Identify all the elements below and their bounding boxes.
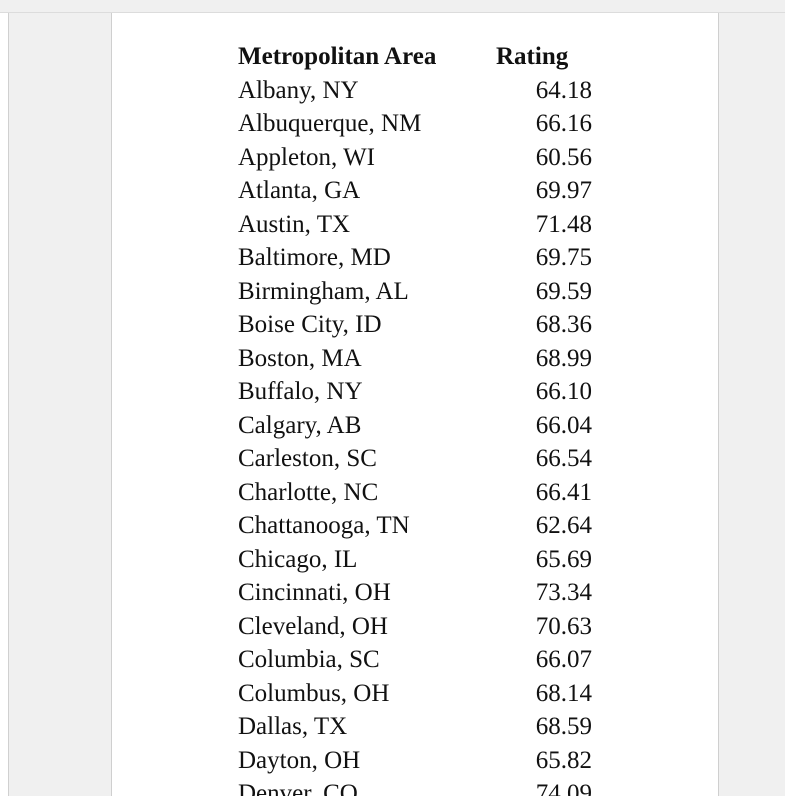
rating-cell: 66.04 [535, 411, 592, 439]
table-row: Calgary, AB 66.04 [238, 409, 592, 443]
rating-cell: 68.99 [535, 344, 592, 372]
rating-cell: 69.97 [535, 177, 592, 204]
rating-cell: 70.63 [535, 612, 592, 640]
metropolitan-area-cell: Baltimore, MD [238, 244, 391, 271]
metropolitan-area-cell: Charlotte, NC [238, 478, 379, 506]
toolbar-divider [0, 12, 785, 13]
ratings-table: Metropolitan Area Rating Albany, NY 64.18… [238, 40, 592, 796]
table-row: Chicago, IL 65.69 [238, 543, 592, 577]
metropolitan-area-cell: Columbia, SC [238, 646, 380, 673]
rating-cell: 69.59 [535, 277, 592, 305]
table-row: Dayton, OH 65.82 [238, 744, 592, 778]
metropolitan-area-cell: Denver, CO [238, 780, 358, 796]
rating-cell: 62.64 [535, 512, 592, 539]
metropolitan-area-cell: Birmingham, AL [238, 277, 409, 305]
rating-cell: 68.14 [535, 679, 592, 707]
metropolitan-area-cell: Chicago, IL [238, 545, 358, 573]
metropolitan-area-cell: Carleston, SC [238, 445, 377, 472]
table-row: Columbia, SC 66.07 [238, 643, 592, 677]
table-row: Albuquerque, NM 66.16 [238, 107, 592, 141]
metropolitan-area-cell: Cincinnati, OH [238, 579, 391, 606]
metropolitan-area-cell: Boston, MA [238, 344, 362, 372]
rating-cell: 73.34 [535, 579, 592, 606]
metropolitan-area-cell: Boise City, ID [238, 311, 382, 338]
table-body: Albany, NY 64.18 Albuquerque, NM 66.16 Apple… [238, 74, 592, 796]
table-row: Boise City, ID 68.36 [238, 308, 592, 342]
rating-cell: 66.54 [535, 445, 592, 472]
metropolitan-area-cell: Albuquerque, NM [238, 110, 422, 137]
table-row: Birmingham, AL 69.59 [238, 275, 592, 309]
rating-cell: 69.75 [535, 244, 592, 271]
rating-cell: 66.10 [535, 378, 592, 405]
navigation-pane-edge [0, 13, 9, 796]
table-row: Carleston, SC 66.54 [238, 442, 592, 476]
metropolitan-area-cell: Atlanta, GA [238, 177, 361, 204]
table-row: Cincinnati, OH 73.34 [238, 576, 592, 610]
metropolitan-area-cell: Dallas, TX [238, 713, 348, 740]
table-row: Chattanooga, TN 62.64 [238, 509, 592, 543]
header-metropolitan-area: Metropolitan Area [238, 43, 437, 70]
table-header-row: Metropolitan Area Rating [238, 40, 592, 74]
metropolitan-area-cell: Cleveland, OH [238, 612, 388, 640]
table-row: Austin, TX 71.48 [238, 208, 592, 242]
metropolitan-area-cell: Austin, TX [238, 210, 351, 238]
table-row: Baltimore, MD 69.75 [238, 241, 592, 275]
metropolitan-area-cell: Columbus, OH [238, 679, 390, 707]
rating-cell: 68.36 [535, 311, 592, 338]
table-row: Columbus, OH 68.14 [238, 677, 592, 711]
table-row: Charlotte, NC 66.41 [238, 476, 592, 510]
table-row: Denver, CO 74.09 [238, 777, 592, 796]
rating-cell: 74.09 [535, 780, 592, 796]
rating-cell: 65.69 [535, 545, 592, 573]
metropolitan-area-cell: Dayton, OH [238, 746, 361, 774]
table-row: Dallas, TX 68.59 [238, 710, 592, 744]
rating-cell: 65.82 [535, 746, 592, 774]
metropolitan-area-cell: Appleton, WI [238, 143, 376, 171]
rating-cell: 66.16 [535, 110, 592, 137]
table-row: Boston, MA 68.99 [238, 342, 592, 376]
header-rating: Rating [496, 43, 569, 70]
table-row: Buffalo, NY 66.10 [238, 375, 592, 409]
rating-cell: 60.56 [535, 143, 592, 171]
document-page: Metropolitan Area Rating Albany, NY 64.18… [111, 13, 719, 796]
table-row: Cleveland, OH 70.63 [238, 610, 592, 644]
rating-cell: 66.41 [535, 478, 592, 506]
rating-cell: 71.48 [535, 210, 592, 238]
table-row: Atlanta, GA 69.97 [238, 174, 592, 208]
metropolitan-area-cell: Albany, NY [238, 76, 359, 104]
table-row: Albany, NY 64.18 [238, 74, 592, 108]
rating-cell: 64.18 [535, 76, 592, 104]
rating-cell: 68.59 [535, 713, 592, 740]
table-row: Appleton, WI 60.56 [238, 141, 592, 175]
metropolitan-area-cell: Buffalo, NY [238, 378, 363, 405]
rating-cell: 66.07 [535, 646, 592, 673]
metropolitan-area-cell: Calgary, AB [238, 411, 362, 439]
metropolitan-area-cell: Chattanooga, TN [238, 512, 410, 539]
